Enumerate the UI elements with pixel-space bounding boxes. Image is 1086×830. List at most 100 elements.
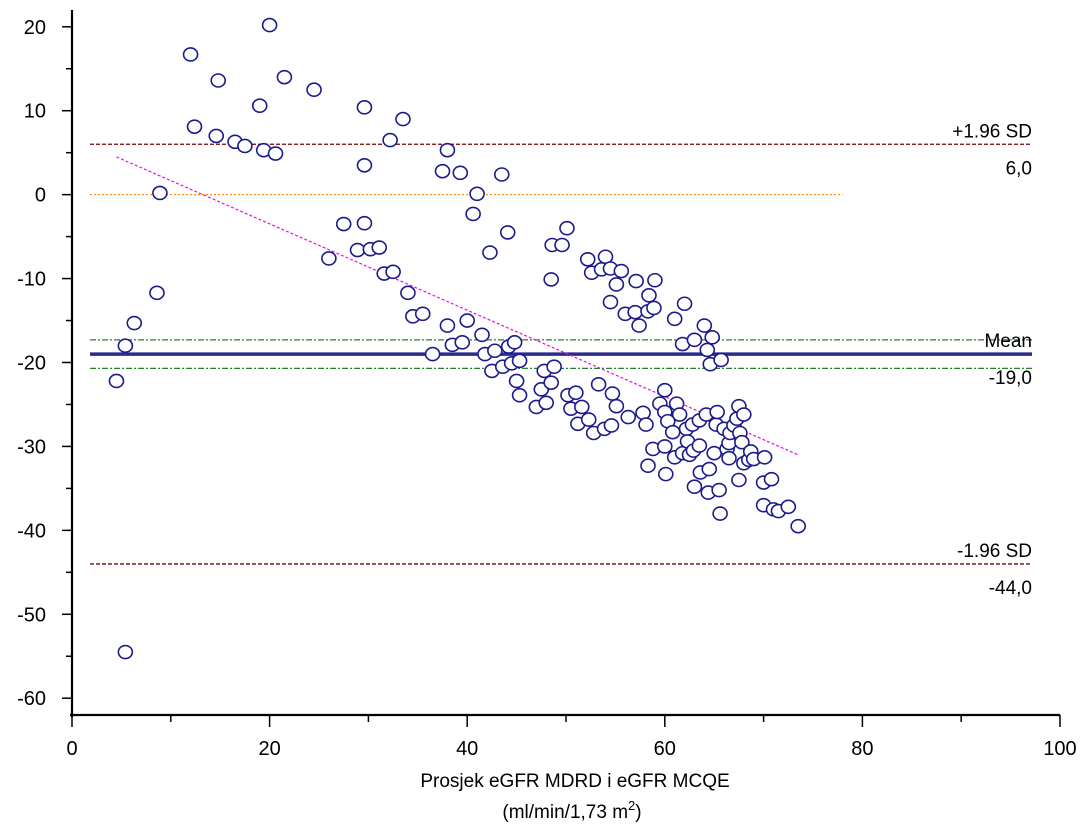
data-point [696,318,713,333]
data-point [152,185,168,201]
data-point [686,332,703,348]
data-point [452,165,469,181]
data-point [580,412,597,427]
data-point [385,264,401,280]
data-point [395,111,411,127]
lower-sd-label: -1.96 SD [957,541,1032,562]
data-point [511,387,528,403]
data-point [657,466,674,482]
data-point [656,382,673,398]
x-axis-units-sup: 2 [628,798,635,813]
data-point [676,296,693,312]
data-point [635,405,651,421]
data-point [487,343,503,359]
data-point [434,163,451,179]
data-point [474,327,490,343]
data-point [709,404,725,420]
data-point [400,285,416,301]
data-point [603,418,620,433]
data-point [149,285,165,301]
data-point [356,215,373,231]
y-tick-label: -30 [17,436,46,458]
data-point [543,375,559,390]
x-axis-units-suffix: ) [635,802,641,823]
data-point [691,438,708,453]
data-point [261,17,278,33]
data-point [602,294,619,310]
data-point [306,82,322,98]
reference-lines-layer [90,143,1032,565]
data-point [641,288,657,303]
data-point [608,398,625,414]
data-point [538,395,555,411]
y-tick-label: -10 [17,269,46,291]
data-point [656,439,673,454]
data-point [704,330,721,345]
data-point [638,417,654,432]
data-point [117,338,134,354]
data-point [666,311,683,327]
data-point [686,479,703,495]
data-point [182,47,199,62]
data-point [186,119,203,134]
data-point [210,73,227,88]
data-point [579,251,596,267]
data-point [790,518,806,534]
data-points-layer [108,17,806,660]
data-point [713,352,729,368]
x-tick-label: 100 [1043,738,1076,760]
data-point [335,216,352,232]
data-point [706,445,723,461]
mean-value-label: -19,0 [989,368,1032,389]
x-axis-label: Prosjek eGFR MDRD i eGFR MCQE [420,771,729,792]
data-point [756,450,773,465]
x-tick-label: 80 [851,738,873,760]
data-point [620,409,637,425]
data-point [590,377,607,392]
data-point [511,353,528,369]
data-point [237,138,253,154]
data-point [568,385,584,401]
data-point [108,373,125,389]
y-tick-label: -60 [17,688,46,710]
data-point [454,335,471,350]
data-point [482,245,498,260]
data-point [640,458,656,474]
data-point [382,132,398,148]
upper-sd-value-label: 6,0 [1006,158,1032,179]
data-point [628,273,644,289]
data-point [604,386,621,401]
data-point [414,306,431,322]
data-point [371,240,388,255]
data-point [356,157,373,173]
data-point [543,272,559,287]
data-point [546,359,562,374]
data-point [721,450,737,466]
upper-sd-label: +1.96 SD [952,121,1032,142]
data-point [711,482,727,498]
labels-layer: +1.96 SD 6,0 Mean -19,0 -1.96 SD -44,0 [952,121,1032,599]
data-point [493,167,510,182]
data-point [613,263,630,279]
data-point [465,206,481,222]
data-point [424,346,441,362]
x-axis-units: (ml/min/1,73 m2) [502,798,641,823]
data-point [349,242,366,258]
data-point [712,506,728,521]
data-point [439,142,456,158]
data-point [627,304,643,320]
data-point [763,471,780,487]
data-point [671,407,688,422]
x-tick-label: 40 [456,738,478,760]
data-point [559,220,575,236]
data-point [646,300,662,316]
data-point [554,237,570,253]
x-axis-units-prefix: (ml/min/1,73 m [502,802,628,823]
data-point [780,499,797,515]
data-point [356,100,373,115]
x-tick-label: 0 [66,738,77,760]
data-point [321,251,337,266]
y-tick-label: 0 [35,185,46,207]
